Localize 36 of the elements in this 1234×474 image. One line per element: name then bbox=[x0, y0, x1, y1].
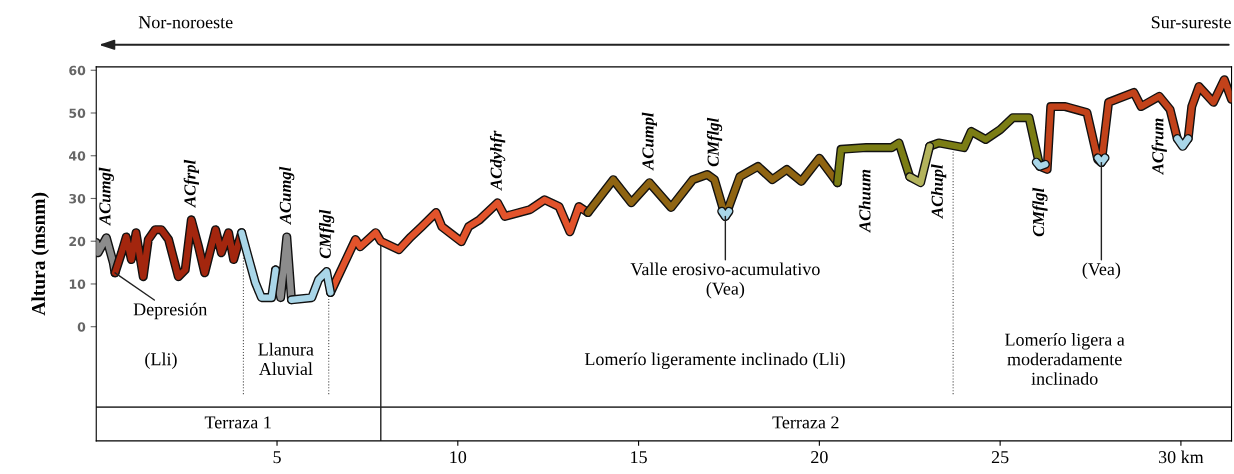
text: Sur-sureste bbox=[1151, 16, 1231, 29]
annotation: AChuum bbox=[858, 169, 871, 233]
x-tick-label: 10 bbox=[450, 451, 467, 464]
annotation: Llanura Aluvial bbox=[258, 342, 314, 376]
annotation: ACfrpl bbox=[183, 159, 199, 208]
x-tick-label: 30 km bbox=[1158, 450, 1204, 464]
annotation: Depresión bbox=[133, 302, 208, 320]
annotation: (Lli) bbox=[145, 352, 177, 369]
x-tick-label: 15 bbox=[631, 451, 647, 464]
annotation: ACdyhfr bbox=[489, 130, 506, 191]
x-tick-label: 5 bbox=[273, 451, 281, 464]
y-tick-label: 20 bbox=[69, 236, 86, 247]
y-tick-label: 0 bbox=[77, 322, 86, 332]
annotation: Terraza 1 bbox=[204, 416, 271, 429]
annotation: AChupl bbox=[931, 164, 947, 219]
y-tick-label: 50 bbox=[69, 108, 86, 118]
y-tick-label: 60 bbox=[69, 65, 86, 76]
annotation: ACumgl bbox=[279, 166, 295, 225]
y-tick-label: 10 bbox=[69, 279, 86, 289]
y-tick-label: 40 bbox=[69, 151, 86, 161]
text: Nor-noroeste bbox=[138, 16, 233, 29]
y-tick-label: 30 bbox=[69, 193, 86, 204]
annotation: CMflgl bbox=[1032, 187, 1048, 237]
annotation: Terraza 2 bbox=[772, 416, 839, 429]
annotation: ACumpl bbox=[641, 112, 657, 171]
annotation: ACumgl bbox=[98, 167, 114, 226]
annotation: (Vea) bbox=[1082, 262, 1121, 279]
x-tick-label: 20 bbox=[811, 451, 828, 464]
annotation: ACfrum bbox=[1151, 118, 1167, 176]
annotation: CMflgl bbox=[706, 117, 723, 167]
annotation: Lomerío ligeramente inclinado (Lli) bbox=[584, 352, 845, 370]
annotation: CMflgl bbox=[318, 209, 335, 259]
annotation: Valle erosivo-acumulativo (Vea) bbox=[630, 262, 820, 299]
y-axis-title: Altura (msnm) bbox=[31, 192, 49, 316]
annotation: Lomerío ligera a moderadamente inclinado bbox=[1005, 333, 1125, 385]
x-tick-label: 25 bbox=[991, 451, 1009, 464]
